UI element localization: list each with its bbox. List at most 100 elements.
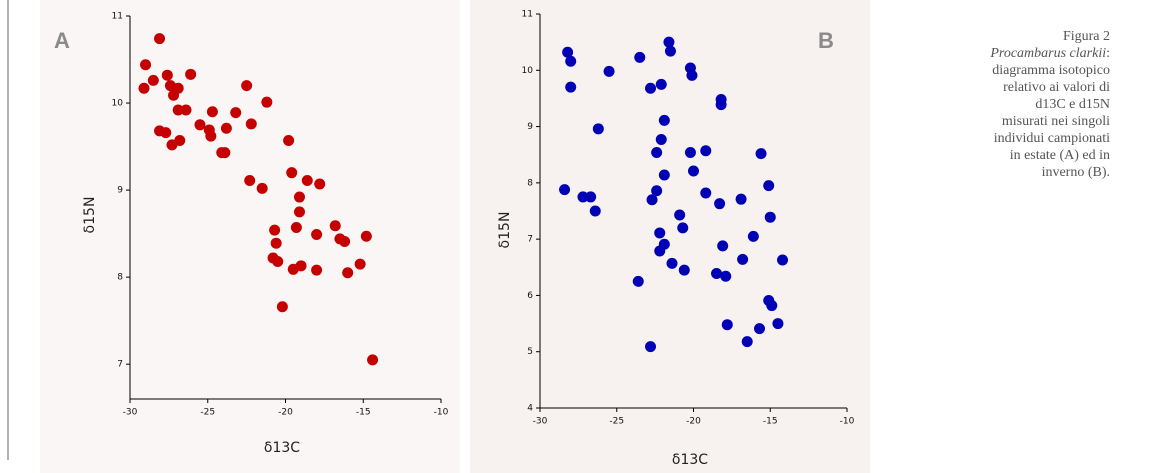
y-tick-label: 7 xyxy=(117,360,123,370)
y-tick-label: 9 xyxy=(527,122,533,132)
point xyxy=(585,191,597,203)
point xyxy=(562,46,574,58)
point xyxy=(160,127,172,139)
y-tick-label: 8 xyxy=(117,273,123,283)
point xyxy=(720,270,732,282)
point xyxy=(360,230,372,242)
point xyxy=(161,69,173,81)
point xyxy=(245,118,257,130)
point xyxy=(714,198,726,210)
caption-label: Figura 2 xyxy=(1062,29,1110,44)
y-tick-label: 11 xyxy=(112,12,123,22)
point xyxy=(293,206,305,218)
caption-text: : diagramma isotopico relativo ai valori… xyxy=(992,46,1110,180)
x-tick-label: -30 xyxy=(123,408,138,418)
y-tick-label: 4 xyxy=(527,404,533,414)
point xyxy=(645,82,657,94)
photo-background xyxy=(40,0,460,473)
caption: Figura 2 Procambarus clarkii: diagramma i… xyxy=(990,28,1110,181)
point xyxy=(735,193,747,205)
point xyxy=(140,59,152,71)
point xyxy=(654,227,666,239)
point xyxy=(654,245,666,257)
point xyxy=(147,74,159,86)
point xyxy=(269,224,281,236)
point xyxy=(700,187,712,199)
point xyxy=(747,230,759,242)
point xyxy=(256,182,268,194)
y-tick-label: 11 xyxy=(522,10,533,20)
point xyxy=(763,180,775,192)
point xyxy=(655,134,667,146)
point xyxy=(367,354,379,366)
x-tick-label: -10 xyxy=(840,417,855,427)
point xyxy=(577,191,589,203)
x-tick-label: -20 xyxy=(278,408,293,418)
caption-species: Procambarus clarkii xyxy=(990,46,1107,61)
panel-label: B xyxy=(818,28,834,53)
point xyxy=(314,178,326,190)
y-tick-label: 10 xyxy=(112,99,124,109)
point xyxy=(766,300,778,312)
point xyxy=(329,220,341,232)
point xyxy=(172,82,184,94)
point xyxy=(565,81,577,93)
point xyxy=(283,134,295,146)
point xyxy=(272,255,284,267)
point xyxy=(645,341,657,353)
point xyxy=(185,68,197,80)
point xyxy=(276,301,288,313)
point xyxy=(293,191,305,203)
point xyxy=(174,134,186,146)
point xyxy=(219,147,231,159)
point xyxy=(342,267,354,279)
x-tick-label: -10 xyxy=(434,408,449,418)
point xyxy=(241,80,253,92)
y-tick-label: 6 xyxy=(527,291,533,301)
y-tick-label: 9 xyxy=(117,186,123,196)
point xyxy=(711,267,723,279)
point xyxy=(565,55,577,67)
x-axis-label: δ13C xyxy=(264,440,300,456)
point xyxy=(205,130,217,142)
point xyxy=(172,104,184,116)
x-axis-label: δ13C xyxy=(672,452,708,468)
point xyxy=(715,99,727,111)
point xyxy=(737,253,749,265)
point xyxy=(220,122,232,134)
y-axis-label: δ15N xyxy=(82,197,98,234)
point xyxy=(138,82,150,94)
x-tick-label: -15 xyxy=(763,417,778,427)
point xyxy=(772,318,784,330)
x-tick-label: -25 xyxy=(609,417,624,427)
point xyxy=(755,148,767,160)
y-tick-label: 5 xyxy=(527,347,533,357)
y-tick-label: 7 xyxy=(527,235,533,245)
point xyxy=(270,237,282,249)
photo-background xyxy=(470,0,870,473)
point xyxy=(663,36,675,48)
point xyxy=(244,175,256,187)
point xyxy=(717,240,729,252)
point xyxy=(286,167,298,179)
point xyxy=(603,65,615,77)
point xyxy=(741,336,753,348)
point xyxy=(686,69,698,81)
point xyxy=(655,78,667,90)
point xyxy=(651,185,663,197)
x-tick-label: -15 xyxy=(356,408,371,418)
x-tick-label: -30 xyxy=(533,417,548,427)
x-tick-label: -25 xyxy=(200,408,215,418)
point xyxy=(721,319,733,331)
point xyxy=(678,264,690,276)
point xyxy=(295,260,307,272)
y-axis-label: δ15N xyxy=(497,212,513,249)
point xyxy=(688,165,699,177)
point xyxy=(764,211,776,223)
point xyxy=(180,104,192,116)
point xyxy=(651,146,663,158)
point xyxy=(658,169,670,181)
point xyxy=(559,184,571,196)
